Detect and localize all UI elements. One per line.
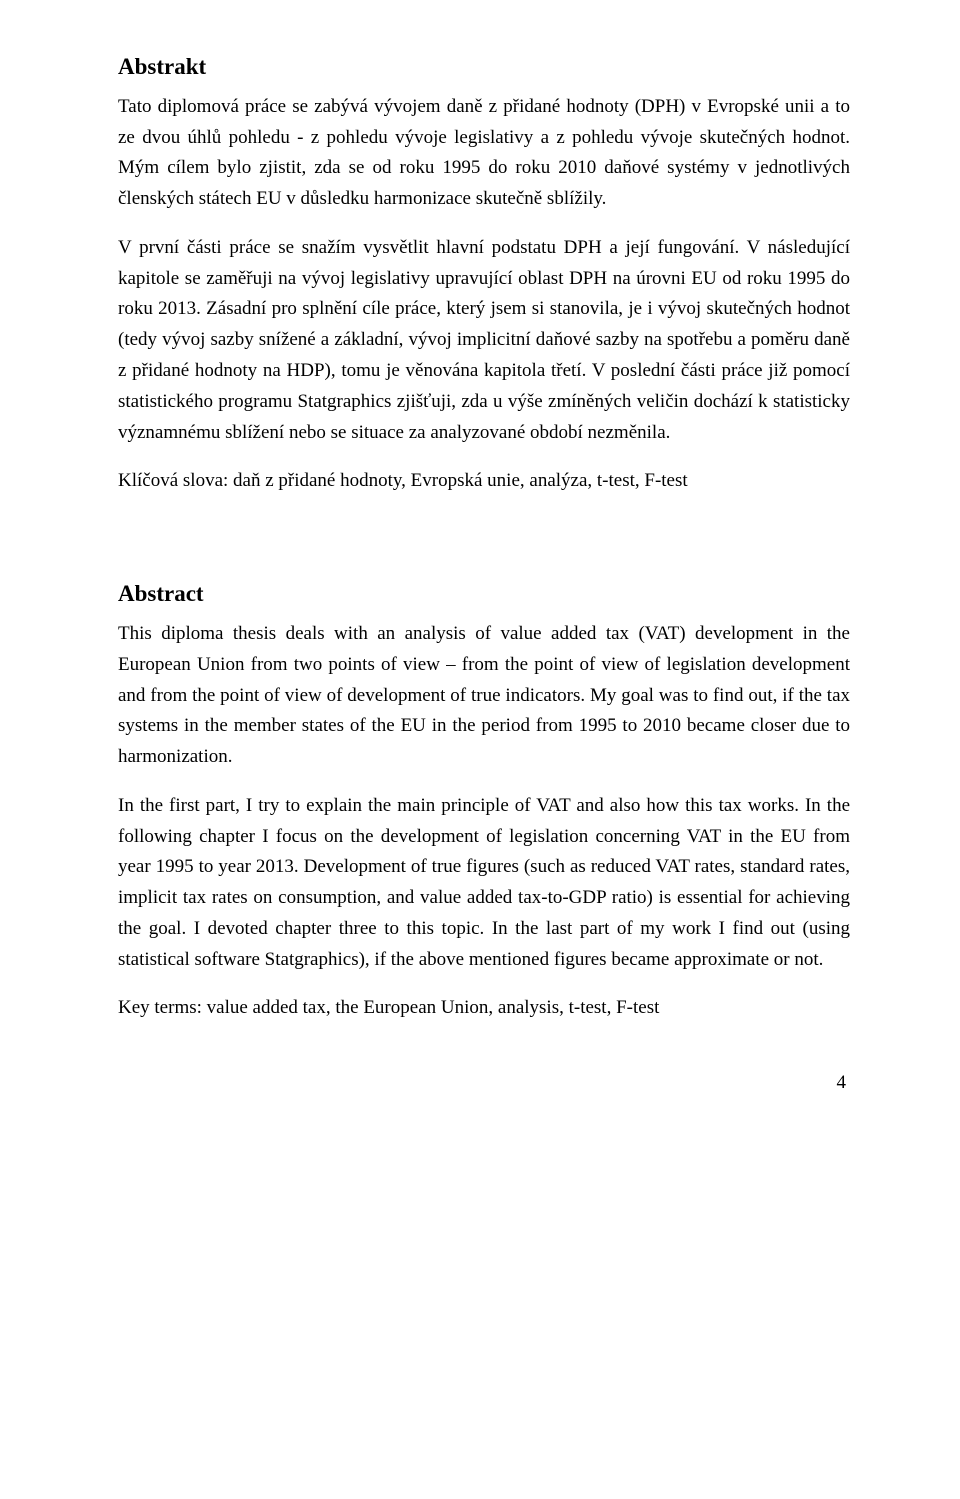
abstract-paragraph-1: This diploma thesis deals with an analys… [118, 619, 850, 773]
abstract-heading: Abstract [118, 579, 850, 609]
abstract-keywords: Key terms: value added tax, the European… [118, 993, 850, 1024]
page-number: 4 [118, 1068, 850, 1099]
abstrakt-paragraph-2: V první části práce se snažím vysvětlit … [118, 233, 850, 448]
abstrakt-paragraph-1: Tato diplomová práce se zabývá vývojem d… [118, 92, 850, 215]
section-separator [118, 545, 850, 579]
abstrakt-heading: Abstrakt [118, 52, 850, 82]
abstract-paragraph-2: In the first part, I try to explain the … [118, 791, 850, 976]
abstrakt-keywords: Klíčová slova: daň z přidané hodnoty, Ev… [118, 466, 850, 497]
